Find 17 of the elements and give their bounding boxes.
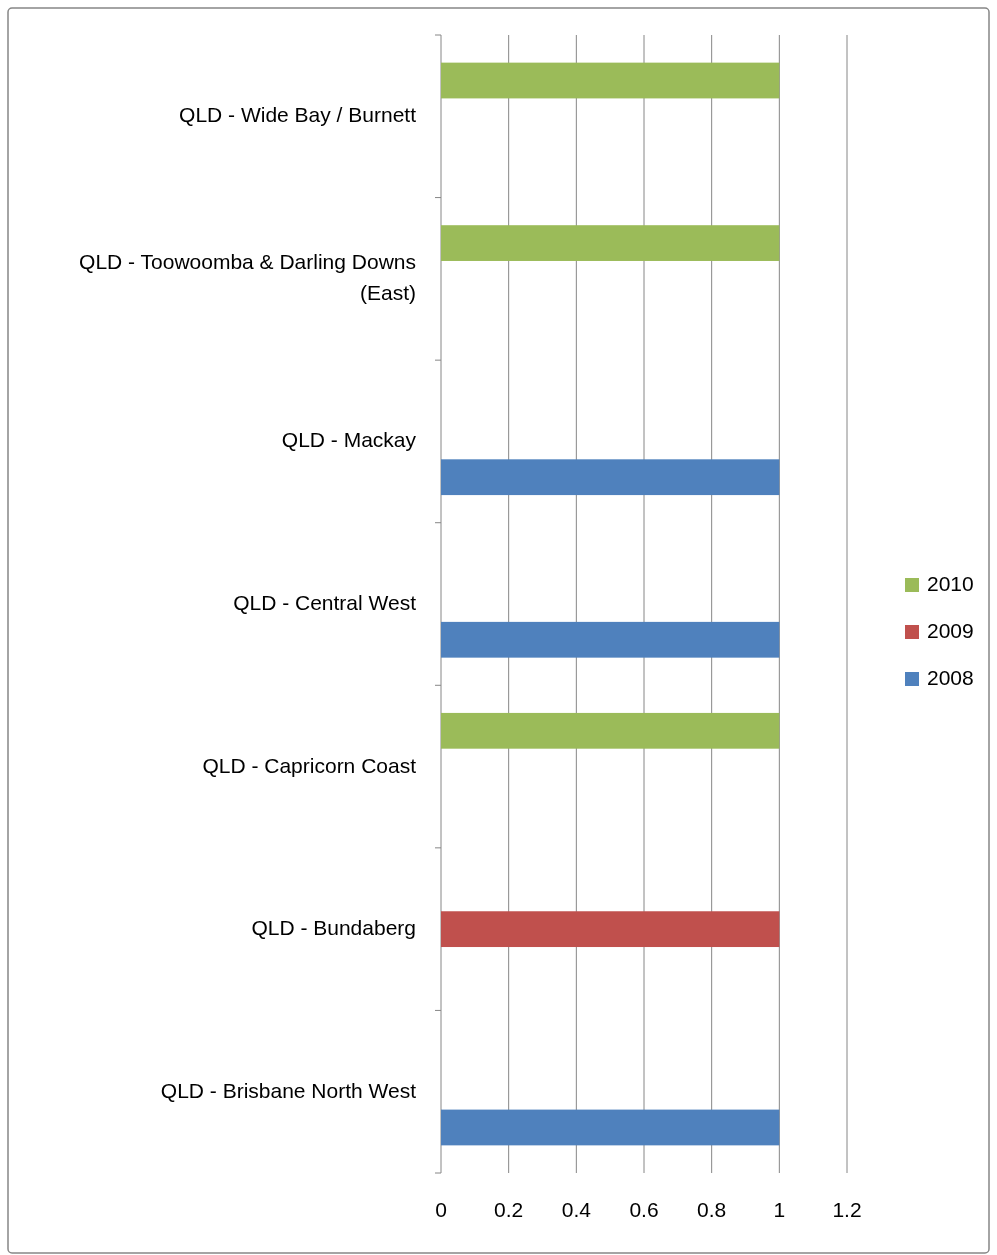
x-tick-label: 1.2 — [832, 1198, 862, 1221]
y-tick-label: QLD - Bundaberg — [251, 915, 416, 939]
x-tick-label: 0.2 — [494, 1198, 524, 1221]
legend-label: 2010 — [927, 571, 974, 595]
y-tick-label: QLD - Central West — [233, 590, 417, 614]
x-tick-label: 0.6 — [629, 1198, 659, 1221]
x-tick-label: 0.8 — [697, 1198, 727, 1221]
legend-label: 2009 — [927, 618, 974, 642]
x-tick-label: 0 — [435, 1198, 447, 1221]
legend-label: 2008 — [927, 665, 974, 689]
x-tick-label: 1 — [773, 1198, 786, 1221]
y-tick-label: QLD - Brisbane North West — [160, 1078, 417, 1102]
x-tick-label: 0.4 — [561, 1198, 592, 1221]
y-tick-label: QLD - Toowoomba & Darling Downs (East) — [79, 249, 416, 304]
y-tick-label: QLD - Capricorn Coast — [202, 753, 417, 777]
y-tick-label: QLD - Mackay — [281, 427, 417, 451]
y-tick-label: QLD - Wide Bay / Burnett — [179, 102, 417, 126]
